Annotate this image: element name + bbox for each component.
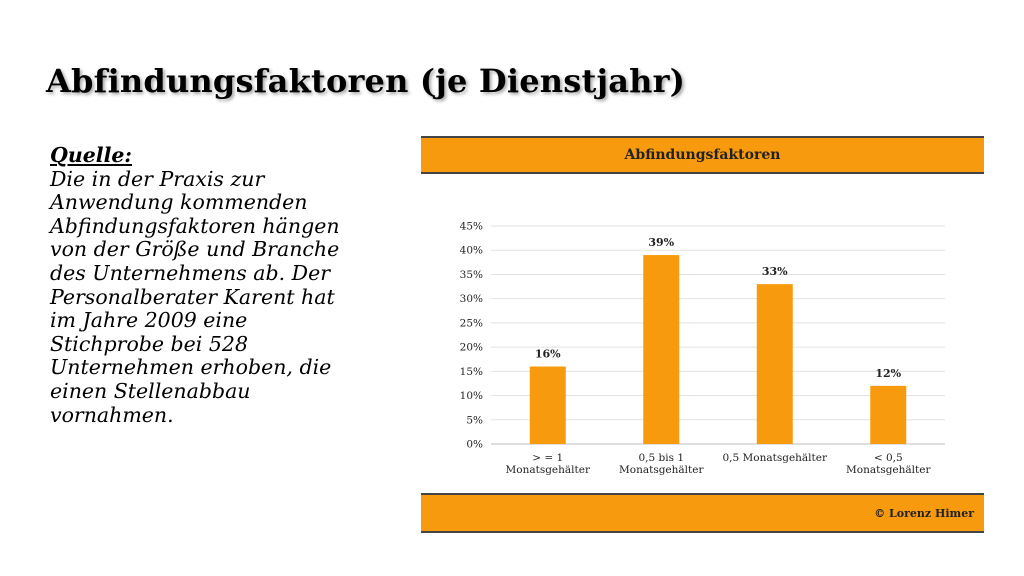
source-label: Quelle: bbox=[50, 143, 132, 167]
x-tick-label: < 0,5 Monatsgehälter bbox=[846, 452, 931, 476]
bar bbox=[870, 385, 907, 444]
x-tick-label: 0,5 bis 1 Monatsgehälter bbox=[619, 452, 704, 476]
bar bbox=[529, 366, 566, 444]
body-line: im Jahre 2009 eine bbox=[50, 308, 248, 333]
body-line: des Unternehmens ab. Der bbox=[50, 260, 331, 285]
source-text-block: Quelle: Die in der Praxis zur Anwendung … bbox=[50, 143, 390, 427]
x-tick-label: > = 1 Monatsgehälter bbox=[506, 452, 591, 476]
bar-chart: Abfindungsfaktoren 0% 5% 10% 15% 20% 25% 30% 35… bbox=[421, 136, 984, 533]
bar bbox=[756, 284, 793, 444]
data-label: 16% bbox=[535, 347, 561, 360]
y-tick-label: 15% bbox=[460, 366, 483, 378]
y-tick-label: 0% bbox=[466, 439, 483, 451]
chart-title: Abfindungsfaktoren bbox=[421, 136, 984, 174]
bar bbox=[643, 255, 680, 444]
y-tick-label: 40% bbox=[460, 245, 483, 257]
data-label: 12% bbox=[875, 367, 901, 380]
y-tick-label: 10% bbox=[460, 390, 483, 402]
y-tick-label: 25% bbox=[460, 317, 483, 329]
y-tick-label: 5% bbox=[466, 414, 483, 426]
chart-plot-area: 0% 5% 10% 15% 20% 25% 30% 35% 40% 45% 16% > = 1 Mona… bbox=[460, 221, 945, 476]
y-tick-label: 20% bbox=[460, 342, 483, 354]
data-label: 39% bbox=[648, 236, 674, 249]
body-line: Anwendung kommenden bbox=[50, 190, 308, 215]
body-line: von der Größe und Branche bbox=[50, 237, 340, 262]
body-line: Stichprobe bei 528 bbox=[50, 331, 249, 356]
y-tick-label: 35% bbox=[460, 269, 483, 281]
data-label: 33% bbox=[762, 265, 788, 278]
body-line: Abfindungsfaktoren hängen bbox=[50, 213, 340, 238]
body-line: vornahmen. bbox=[50, 402, 174, 427]
body-line: einen Stellenabbau bbox=[50, 378, 251, 403]
body-line: Unternehmen erhoben, die bbox=[50, 355, 332, 380]
body-line: Personalberater Karent hat bbox=[50, 284, 335, 309]
y-tick-label: 45% bbox=[460, 221, 483, 233]
chart-footer-credit: © Lorenz Himer bbox=[421, 493, 984, 533]
body-line: Die in der Praxis zur bbox=[50, 166, 265, 191]
y-tick-label: 30% bbox=[460, 293, 483, 305]
slide-title: Abfindungsfaktoren (je Dienstjahr) bbox=[46, 62, 686, 100]
x-tick-label: 0,5 Monatsgehälter bbox=[722, 452, 827, 464]
